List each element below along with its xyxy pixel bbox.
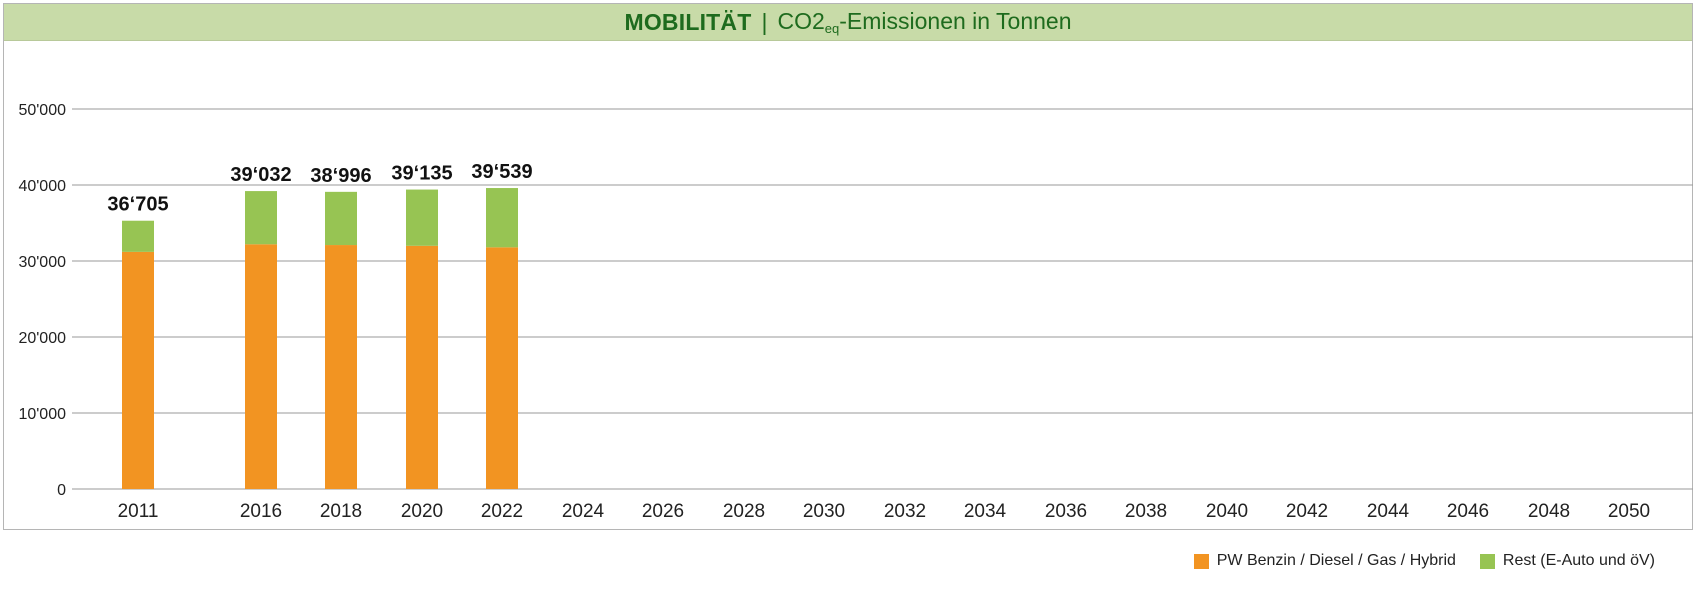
y-tick-label: 20'000 (18, 330, 66, 347)
x-tick-label: 2050 (1608, 501, 1650, 522)
chart-legend: PW Benzin / Diesel / Gas / Hybrid Rest (… (1170, 552, 1655, 570)
x-tick-label: 2020 (401, 501, 443, 522)
x-tick-label: 2030 (803, 501, 845, 522)
x-tick-label: 2018 (320, 501, 362, 522)
bar-pw (406, 245, 438, 489)
stacked-bar-chart: 0 10'000 20'000 30'000 40'000 50'000 36‘705 201… (18, 102, 1693, 522)
x-tick-label: 2011 (118, 501, 159, 522)
legend-item-rest: Rest (E-Auto und öV) (1479, 552, 1655, 570)
bar-rest (325, 191, 357, 246)
x-tick-label: 2024 (562, 501, 605, 522)
x-tick-label: 2044 (1367, 501, 1410, 522)
y-tick-label: 0 (57, 482, 66, 499)
subtitle-suffix: -Emissionen in Tonnen (839, 8, 1072, 34)
x-tick-label: 2046 (1447, 501, 1489, 522)
subtitle-subscript: eq (824, 21, 840, 36)
legend-item-pw: PW Benzin / Diesel / Gas / Hybrid (1193, 552, 1456, 570)
bar-pw (122, 251, 154, 489)
legend-label-pw: PW Benzin / Diesel / Gas / Hybrid (1216, 552, 1456, 569)
x-tick-label: 2016 (240, 501, 282, 522)
x-tick-label: 2026 (642, 501, 684, 522)
bar-pw (325, 245, 357, 489)
x-tick-label: 2022 (481, 501, 523, 522)
chart-title: MOBILITÄT (624, 8, 752, 35)
chart-subtitle: CO2eq-Emissionen in Tonnen (777, 8, 1071, 36)
x-tick-label: 2036 (1045, 501, 1087, 522)
bar-rest (406, 189, 438, 246)
data-label: 36‘705 (107, 194, 168, 216)
x-tick-label: 2040 (1206, 501, 1248, 522)
x-tick-label: 2028 (723, 501, 765, 522)
y-tick-label: 30'000 (18, 254, 66, 271)
y-tick-label: 50'000 (18, 102, 66, 119)
bar-rest (122, 220, 154, 252)
data-label: 38‘996 (310, 165, 371, 187)
y-tick-label: 10'000 (18, 406, 66, 423)
data-label: 39‘135 (391, 163, 452, 185)
bar-rest (245, 191, 277, 245)
subtitle-prefix: CO2 (777, 8, 825, 34)
chart-frame: MOBILITÄT | CO2eq-Emissionen in Tonnen (3, 3, 1693, 530)
x-tick-label: 2048 (1528, 501, 1570, 522)
x-tick-label: 2038 (1125, 501, 1167, 522)
x-tick-label: 2034 (964, 501, 1007, 522)
legend-label-rest: Rest (E-Auto und öV) (1502, 552, 1655, 569)
x-tick-label: 2032 (884, 501, 926, 522)
y-tick-label: 40'000 (18, 178, 66, 195)
title-separator: | (761, 8, 768, 35)
bar-pw (486, 247, 518, 489)
legend-swatch-rest (1479, 553, 1495, 569)
data-label: 39‘539 (471, 161, 532, 183)
legend-swatch-pw (1193, 553, 1209, 569)
x-tick-label: 2042 (1286, 501, 1328, 522)
data-label: 39‘032 (230, 164, 291, 186)
chart-header: MOBILITÄT | CO2eq-Emissionen in Tonnen (4, 4, 1692, 41)
bar-rest (486, 188, 518, 248)
bar-pw (245, 244, 277, 489)
